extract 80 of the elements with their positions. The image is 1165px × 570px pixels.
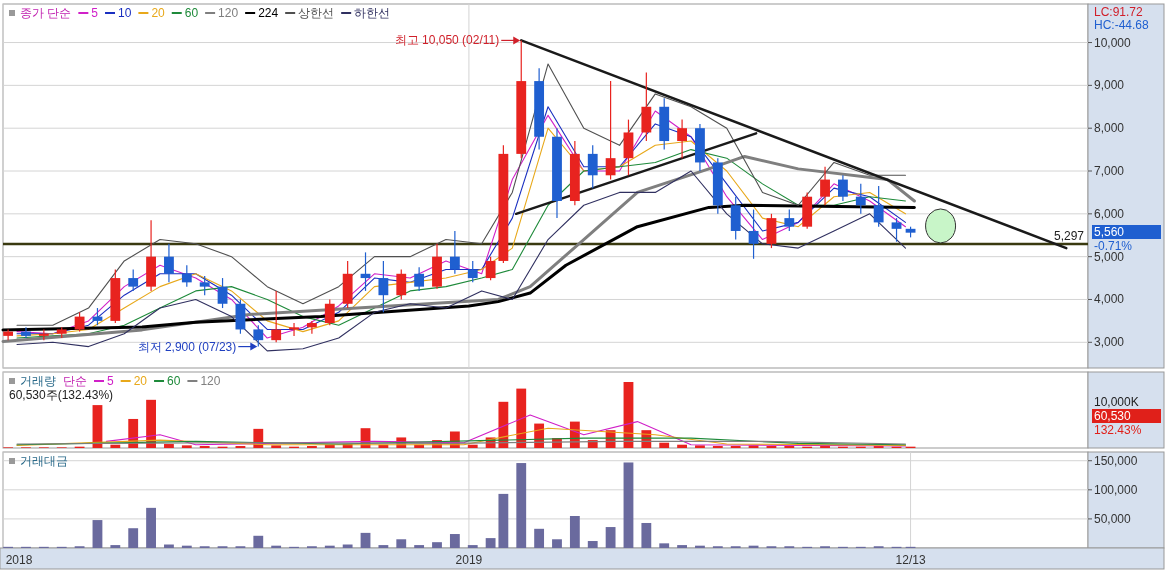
text: HC:-44.68: [1094, 18, 1150, 32]
bar: [271, 445, 282, 448]
text: 10,000K: [1094, 395, 1139, 409]
legend-label: 120: [218, 6, 239, 20]
legend-label: 20: [151, 6, 166, 20]
candlestick: [873, 185, 884, 228]
candlestick: [271, 290, 282, 343]
candlestick: [485, 256, 496, 281]
candlestick: [164, 243, 174, 283]
bar: [467, 444, 478, 448]
bar: [659, 442, 670, 448]
candlestick: [855, 183, 866, 215]
annotation: 최고 10,050 (02/11): [394, 33, 500, 48]
x-tick-label: 2018: [5, 553, 33, 567]
legend-label: 상한선: [298, 6, 335, 20]
bar: [181, 445, 192, 448]
candlestick: [21, 326, 31, 339]
candlestick: [414, 266, 425, 292]
x-tick-label: 12/13: [895, 553, 926, 567]
bar: [164, 444, 174, 448]
candlestick: [748, 208, 759, 260]
y-tick-label: 10,000: [1094, 35, 1132, 50]
candlestick: [74, 311, 85, 333]
legend-label: 하한선: [354, 6, 391, 20]
legend-label: 5: [107, 374, 114, 388]
bar: [516, 388, 527, 448]
text: 5,560: [1094, 225, 1125, 239]
chart-title: 거래량: [20, 374, 56, 388]
legend-title: 종가 단순: [20, 6, 72, 20]
y-tick-label: 9,000: [1094, 78, 1125, 93]
candlestick: [587, 144, 598, 189]
ref-line-label: 5,297: [1053, 228, 1085, 243]
legend-label: 224: [258, 6, 279, 20]
bar: [324, 444, 335, 448]
text: 60,530주(132.43%): [9, 388, 114, 402]
candlestick: [181, 264, 192, 288]
text: 60,530: [1094, 409, 1132, 423]
candlestick: [605, 80, 616, 181]
candlestick: [677, 119, 687, 159]
legend-label: 60: [167, 374, 181, 388]
bar: [110, 444, 121, 448]
candlestick: [217, 277, 228, 309]
candlestick: [289, 322, 299, 337]
y-tick-label: 3,000: [1094, 335, 1125, 350]
bar: [695, 445, 705, 448]
candlestick: [3, 328, 14, 341]
candlestick: [324, 298, 335, 326]
bar: [677, 444, 687, 448]
candlestick: [891, 217, 902, 243]
candlestick: [820, 166, 830, 206]
line-series: [16, 63, 907, 326]
text: 132.43%: [1094, 423, 1142, 437]
legend-label: 10: [118, 6, 132, 20]
candlestick: [838, 174, 848, 202]
candlestick: [378, 260, 389, 313]
candlestick: [467, 260, 478, 283]
candlestick: [396, 268, 407, 301]
legend-label: 5: [91, 6, 99, 20]
legend-label: 120: [200, 374, 221, 388]
y-tick-label: 150,000: [1094, 453, 1138, 468]
legend-label: 20: [133, 374, 148, 388]
legend-label: 60: [184, 6, 199, 20]
candlestick: [306, 320, 317, 335]
bar: [378, 444, 389, 448]
candlestick: [128, 268, 139, 292]
candlestick: [199, 275, 210, 296]
legend-title: 단순: [63, 374, 87, 388]
y-tick-label: 8,000: [1094, 121, 1125, 136]
y-tick-label: 7,000: [1094, 164, 1125, 179]
y-tick-label: 50,000: [1094, 511, 1132, 526]
candlestick: [784, 208, 795, 232]
text: LC:91.72: [1094, 5, 1144, 19]
annotation: 최저 2,900 (07/23): [137, 339, 237, 354]
chart-title: 거래대금: [20, 454, 68, 468]
bar: [414, 444, 425, 448]
y-tick-label: 6,000: [1094, 206, 1125, 221]
y-tick-label: 100,000: [1094, 482, 1138, 497]
x-tick-label: 2019: [455, 553, 483, 567]
y-tick-label: 4,000: [1094, 292, 1125, 307]
candlestick: [449, 230, 460, 275]
